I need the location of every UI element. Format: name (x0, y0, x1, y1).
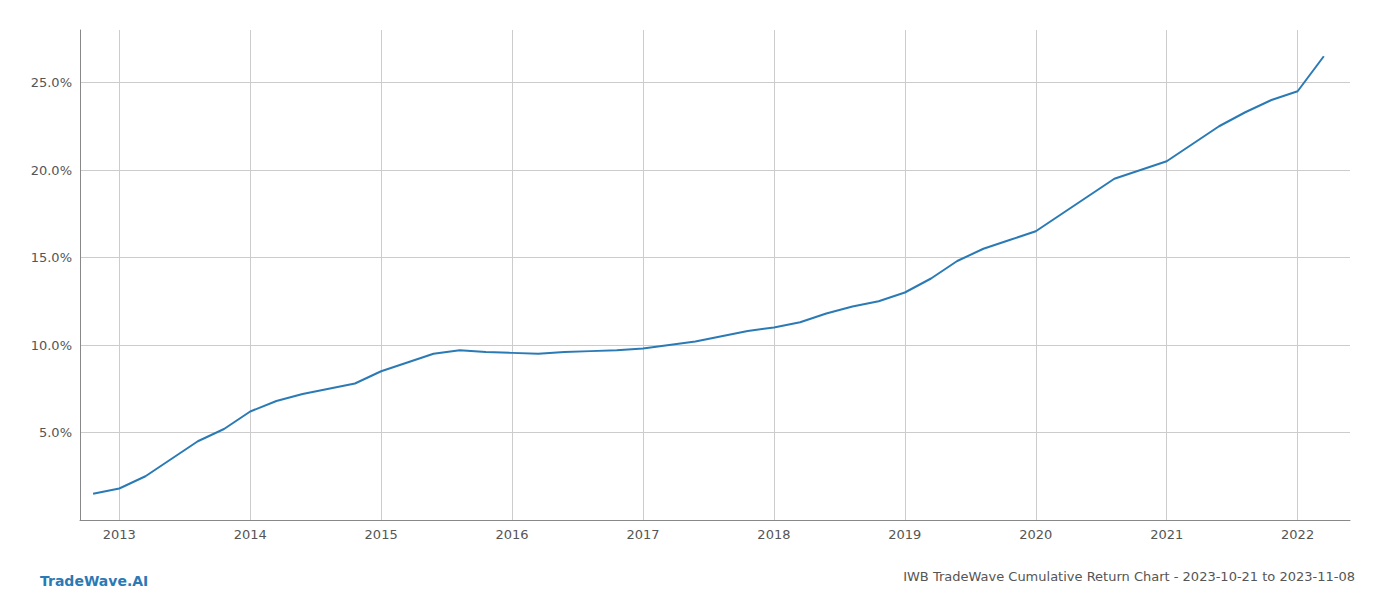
svg-text:TradeWave.AI: TradeWave.AI (40, 573, 148, 589)
svg-text:IWB TradeWave Cumulative Retur: IWB TradeWave Cumulative Return Chart - … (903, 569, 1355, 584)
svg-text:2017: 2017 (626, 527, 659, 542)
svg-text:2020: 2020 (1019, 527, 1052, 542)
svg-text:10.0%: 10.0% (31, 338, 72, 353)
svg-text:2013: 2013 (103, 527, 136, 542)
svg-text:2014: 2014 (234, 527, 267, 542)
svg-text:2021: 2021 (1150, 527, 1183, 542)
svg-text:5.0%: 5.0% (39, 425, 72, 440)
svg-text:2016: 2016 (496, 527, 529, 542)
svg-text:2022: 2022 (1281, 527, 1314, 542)
svg-text:15.0%: 15.0% (31, 250, 72, 265)
svg-text:2018: 2018 (757, 527, 790, 542)
svg-text:20.0%: 20.0% (31, 163, 72, 178)
svg-text:2015: 2015 (365, 527, 398, 542)
svg-text:25.0%: 25.0% (31, 75, 72, 90)
svg-text:2019: 2019 (888, 527, 921, 542)
